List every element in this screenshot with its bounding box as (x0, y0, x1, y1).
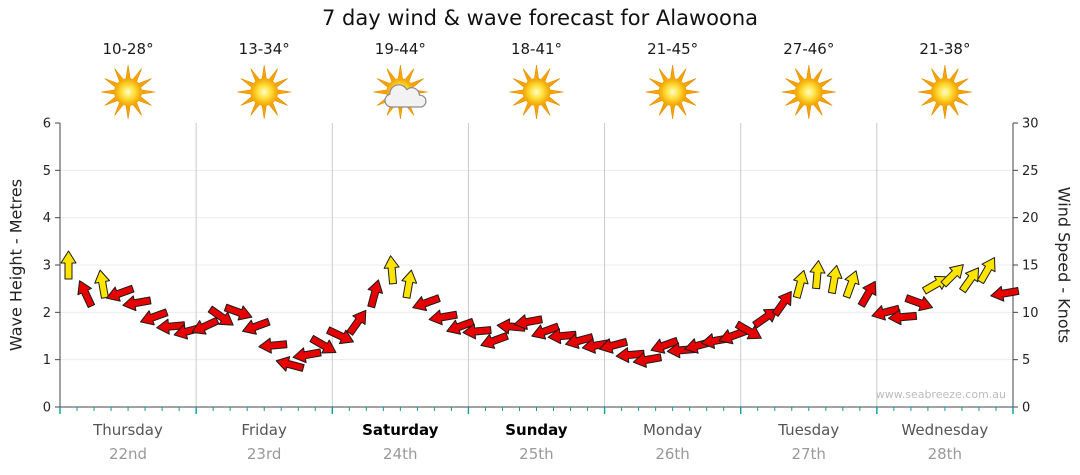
wind-arrow (959, 267, 980, 294)
left-axis-label: Wave Height - Metres (6, 178, 26, 352)
day-date-label: 25th (519, 445, 554, 463)
sun-icon (101, 64, 156, 120)
wind-arrow (581, 337, 611, 354)
day-name-label: Tuesday (778, 421, 840, 439)
sun-icon (237, 64, 292, 120)
sun-icon (509, 64, 564, 120)
wind-arrow (976, 257, 996, 285)
watermark: www.seabreeze.com.au (875, 388, 1006, 401)
wind-arrow (122, 295, 152, 312)
wind-arrow (428, 309, 458, 326)
left-tick-label: 5 (43, 164, 51, 179)
wind-arrow (401, 269, 418, 299)
wind-arrow (462, 323, 492, 340)
sun-icon (917, 64, 972, 120)
wind-arrow (871, 304, 901, 321)
day-date-label: 26th (655, 445, 690, 463)
wind-arrow (513, 314, 543, 331)
wind-arrow (809, 260, 826, 290)
left-tick-label: 6 (43, 117, 51, 132)
wind-arrow (242, 317, 271, 335)
day-name-label: Thursday (93, 421, 163, 439)
day-date-label: 28th (927, 445, 963, 463)
temperature-label: 27-46° (783, 40, 835, 58)
wind-arrow (223, 303, 253, 321)
right-tick-label: 30 (1022, 117, 1039, 132)
day-name-label: Wednesday (901, 421, 989, 439)
sun-icon (781, 64, 836, 120)
wind-arrow (857, 280, 877, 308)
temperature-label: 21-38° (919, 40, 971, 58)
wind-arrow (139, 308, 169, 326)
day-date-label: 24th (383, 445, 418, 463)
wind-arrow (564, 333, 594, 349)
left-tick-label: 1 (43, 353, 51, 368)
day-date-label: 27th (791, 445, 826, 463)
sun-cloud-icon (373, 64, 428, 120)
wind-arrow (446, 317, 475, 335)
wind-arrow (191, 316, 220, 335)
wind-arrow (292, 347, 322, 364)
left-tick-label: 0 (43, 401, 51, 416)
left-tick-label: 3 (43, 259, 51, 274)
temperature-label: 19-44° (374, 40, 426, 58)
wind-arrow (60, 250, 77, 280)
wind-arrow (275, 356, 305, 372)
wind-arrow (792, 269, 809, 299)
wind-arrow (94, 269, 111, 299)
right-tick-label: 20 (1022, 211, 1039, 226)
wind-arrow (990, 285, 1020, 302)
temperature-label: 21-45° (647, 40, 699, 58)
left-tick-label: 4 (43, 211, 51, 226)
wind-arrow (531, 322, 560, 340)
wind-arrow (842, 270, 860, 299)
wind-arrow (940, 264, 964, 288)
temperature-label: 13-34° (238, 40, 290, 58)
left-tick-label: 2 (43, 306, 51, 321)
wind-arrow (105, 284, 135, 302)
wind-arrow (258, 337, 288, 354)
wind-arrow (734, 320, 762, 340)
right-axis-label: Wind Speed - Knots (1054, 186, 1074, 344)
wind-arrow (309, 334, 337, 354)
day-date-label: 23rd (246, 445, 282, 463)
temperature-label: 18-41° (510, 40, 563, 58)
wind-arrow (326, 326, 354, 345)
wind-arrow (480, 332, 509, 349)
right-tick-label: 0 (1022, 401, 1030, 416)
wind-arrow (412, 294, 441, 312)
wind-arrow (771, 290, 792, 317)
right-tick-label: 5 (1022, 353, 1030, 368)
day-date-label: 22nd (108, 445, 148, 463)
wind-arrow (599, 337, 629, 354)
page-title: 7 day wind & wave forecast for Alawoona (321, 6, 759, 30)
day-name-label: Saturday (362, 421, 439, 439)
wind-arrow (383, 255, 400, 285)
day-name-label: Monday (642, 421, 703, 439)
wind-arrow (826, 264, 843, 295)
right-tick-label: 25 (1022, 164, 1039, 179)
wind-arrow (367, 279, 384, 309)
wind-arrow (207, 305, 234, 326)
wind-arrow (615, 347, 645, 364)
sun-icon (645, 64, 700, 120)
wind-arrow (547, 328, 577, 345)
wind-arrow (77, 280, 96, 309)
right-tick-label: 10 (1022, 306, 1039, 321)
wind-arrow (752, 308, 779, 329)
wind-arrow (156, 318, 186, 335)
day-name-label: Friday (241, 421, 287, 439)
wind-arrow (650, 336, 679, 354)
right-tick-label: 15 (1022, 259, 1039, 274)
wind-arrow (904, 294, 934, 312)
day-name-label: Sunday (505, 421, 568, 439)
temperature-label: 10-28° (102, 40, 154, 58)
wind-arrow (346, 309, 367, 336)
wind-arrow (887, 309, 918, 326)
wind-arrow (632, 352, 662, 368)
